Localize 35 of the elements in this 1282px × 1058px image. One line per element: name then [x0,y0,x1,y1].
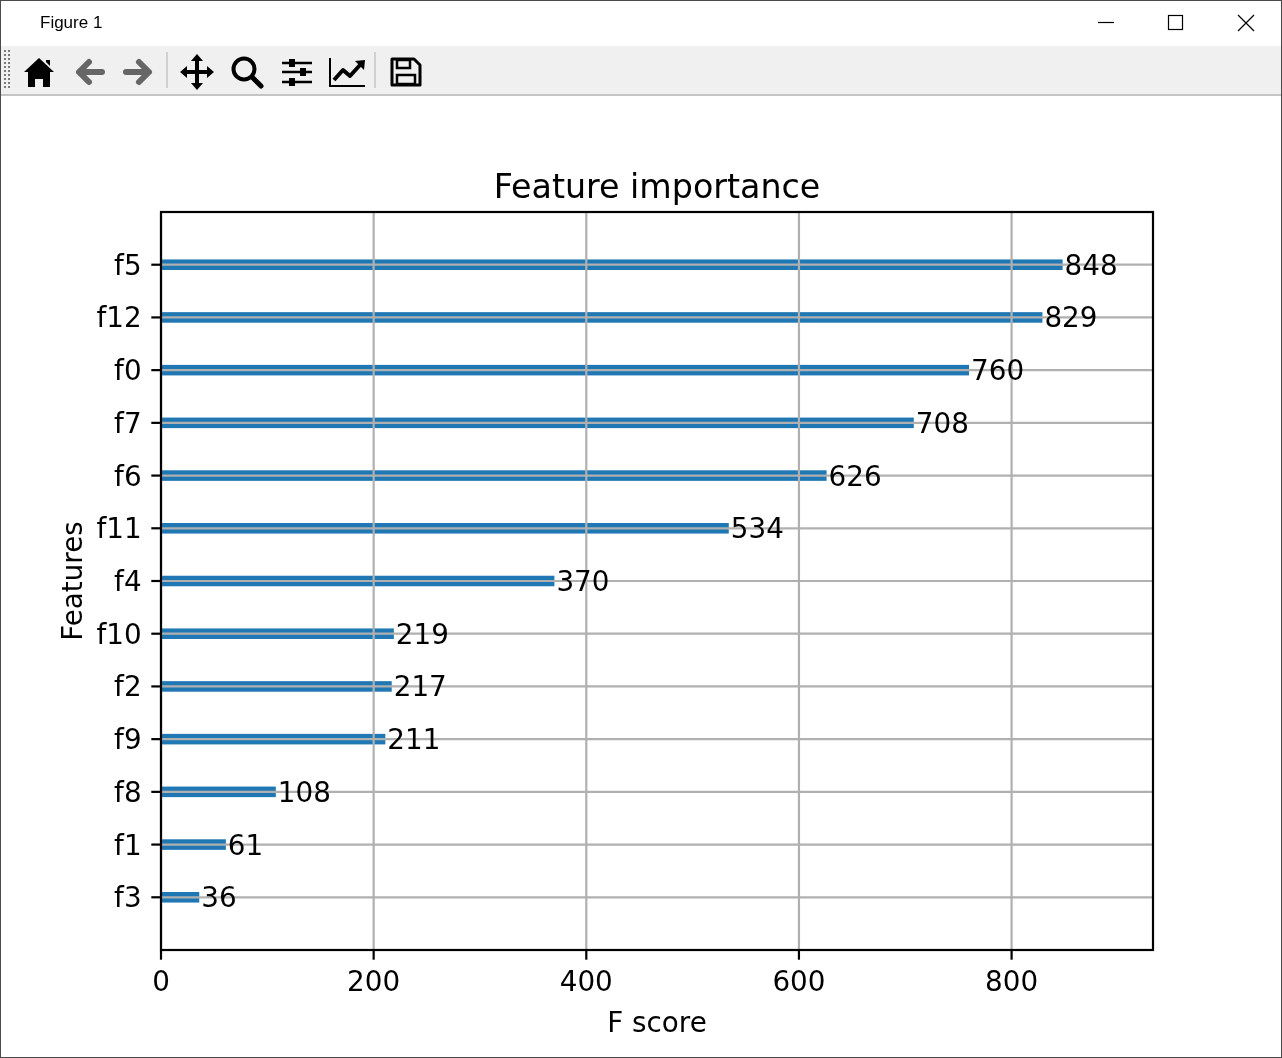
y-tick-label: f5 [114,248,142,282]
y-tick-label: f0 [114,354,142,388]
y-tick-label: f2 [114,670,142,704]
y-tick-label: f8 [114,775,142,809]
data-label: 626 [828,459,882,493]
data-label: 217 [393,670,447,704]
y-tick-label: f6 [114,459,142,493]
data-label: 534 [730,512,784,546]
x-tick-label: 400 [559,964,613,998]
x-tick-label: 800 [985,964,1039,998]
x-tick-label: 600 [772,964,826,998]
y-tick-label: f9 [114,723,142,757]
data-label: 370 [556,565,610,598]
y-tick-label: f12 [96,301,142,335]
data-label: 829 [1044,301,1098,335]
data-label: 219 [395,617,449,651]
data-label: 211 [387,723,441,757]
y-tick-label: f7 [114,406,142,440]
y-axis-title: Features [56,521,89,641]
data-label: 708 [915,406,969,440]
chart-title: Feature importance [493,167,821,206]
data-label: 760 [971,354,1025,388]
data-label: 848 [1064,248,1118,282]
y-tick-label: f11 [96,512,142,546]
y-tick-label: f1 [114,828,142,862]
data-label: 61 [227,828,264,862]
x-tick-label: 200 [347,964,401,998]
y-tick-label: f3 [114,881,142,915]
x-tick-label: 0 [152,964,170,998]
caption: Figure 1 [40,13,103,32]
data-label: 36 [201,881,237,915]
x-axis-title: F score [607,1006,707,1039]
y-tick-label: f4 [114,565,142,598]
data-label: 108 [277,775,331,809]
y-tick-label: f10 [96,617,142,651]
